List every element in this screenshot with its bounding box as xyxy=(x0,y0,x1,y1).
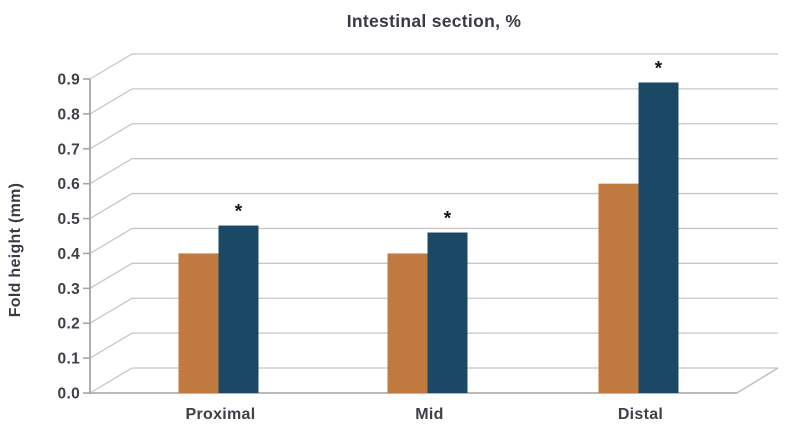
significance-asterisk: * xyxy=(655,58,663,79)
grid-depth-line xyxy=(89,88,133,115)
bar-distal-orange-series xyxy=(598,183,639,393)
grid-depth-line xyxy=(89,367,133,394)
significance-asterisk: * xyxy=(444,209,452,230)
y-tick-label: 0.6 xyxy=(58,176,81,193)
y-tick-label: 0.9 xyxy=(58,72,81,89)
y-tick-label: 0.3 xyxy=(58,281,81,298)
bar-proximal-navy-series xyxy=(218,225,259,393)
y-tick-label: 0.1 xyxy=(58,351,81,368)
grid-depth-line xyxy=(89,192,133,220)
x-category-label: Proximal xyxy=(186,406,256,423)
y-tick-label: 0.0 xyxy=(58,386,80,403)
grid-depth-line xyxy=(89,53,133,80)
y-tick-label: 0.7 xyxy=(58,141,80,158)
x-category-label: Distal xyxy=(618,406,663,423)
y-tick-label: 0.4 xyxy=(58,246,81,263)
y-tick-label: 0.8 xyxy=(58,106,81,123)
y-tick-label: 0.5 xyxy=(58,211,81,228)
grid-depth-line xyxy=(89,123,133,150)
grid-depth-line xyxy=(89,227,133,255)
grid-depth-line xyxy=(89,262,133,289)
bar-mid-navy-series xyxy=(427,232,468,393)
bar-proximal-orange-series xyxy=(178,253,219,393)
significance-asterisk: * xyxy=(235,202,243,223)
grid-depth-line xyxy=(89,297,133,324)
floor-depth-edge xyxy=(736,367,779,394)
bar-distal-navy-series xyxy=(638,82,679,393)
x-category-label: Mid xyxy=(415,406,443,423)
y-tick-label: 0.2 xyxy=(58,316,80,333)
grid-depth-line xyxy=(89,332,133,359)
bar-mid-orange-series xyxy=(387,253,428,393)
grid-depth-line xyxy=(89,158,133,185)
chart-title: Intestinal section, % xyxy=(346,11,522,31)
